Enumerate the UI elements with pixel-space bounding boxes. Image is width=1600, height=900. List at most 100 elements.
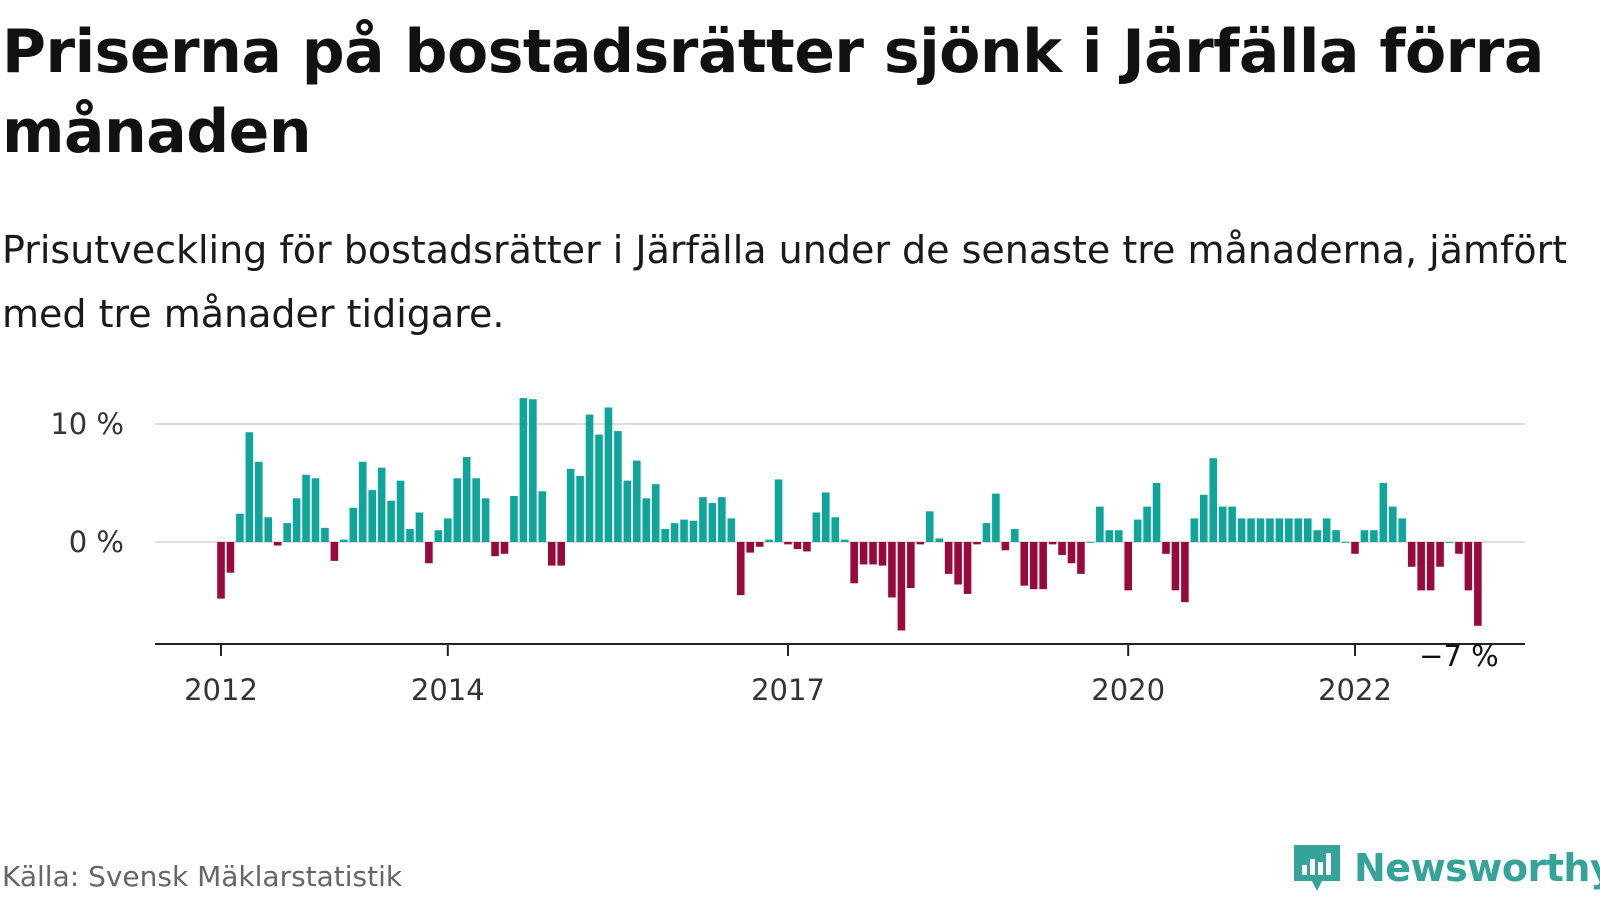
bar-2014-02 [453,478,462,542]
bar-2014-07 [500,542,509,554]
bar-2016-12 [774,479,783,542]
bar-2012-02 [226,542,235,573]
bar-2018-02 [907,542,915,589]
bar-2022-11 [1445,542,1454,543]
bar-2021-09 [1313,530,1321,542]
bar-2018-11 [992,493,1000,542]
bar-2017-02 [793,542,802,550]
bar-2018-05 [935,538,943,542]
bar-2016-05 [708,503,717,542]
bar-2021-08 [1303,518,1312,542]
bar-2020-12 [1228,506,1236,542]
bar-2017-08 [850,542,858,584]
bar-2014-04 [472,478,480,542]
bar-2020-08 [1190,518,1199,542]
bar-2013-03 [349,507,358,542]
bar-2013-02 [340,539,348,542]
bar-2022-04 [1379,483,1388,542]
bar-2013-09 [406,529,414,542]
bar-2015-10 [642,498,651,542]
bar-2013-04 [358,461,367,542]
bar-2013-08 [396,480,405,542]
bar-2019-06 [1058,542,1066,555]
bar-2018-06 [944,542,953,574]
bar-2013-12 [434,530,443,542]
bar-2015-06 [604,407,613,542]
bar-2013-11 [425,542,433,564]
bar-2019-02 [1020,542,1029,586]
bar-2021-02 [1247,518,1255,542]
bar-2012-10 [302,474,310,542]
bar-2019-10 [1096,506,1104,542]
bar-2017-09 [859,542,868,565]
bar-2016-06 [718,497,726,542]
bar-2019-09 [1086,542,1095,543]
bar-2014-12 [547,542,556,566]
bar-2014-11 [538,491,547,542]
bar-2017-04 [812,512,821,542]
bar-2013-07 [387,500,395,542]
bar-2014-10 [529,399,537,542]
bar-2020-01 [1124,542,1132,591]
bar-2014-09 [519,398,528,542]
bar-2016-02 [680,519,688,542]
bar-2019-05 [1048,542,1057,545]
bar-2012-01 [217,542,225,599]
bar-2012-07 [273,542,282,546]
bar-2021-01 [1237,518,1246,542]
bar-2021-11 [1332,530,1340,542]
bar-2021-04 [1266,518,1274,542]
brand-name: Newsworthy [1354,846,1600,890]
bar-2018-07 [954,542,962,585]
bar-2016-03 [689,520,698,542]
bar-2022-06 [1398,518,1407,542]
bar-2020-06 [1171,542,1180,591]
bar-2012-11 [311,478,320,542]
bar-2017-01 [784,542,792,545]
bar-2014-05 [481,498,490,542]
bar-2014-03 [462,457,471,542]
bar-2022-05 [1389,506,1397,542]
bar-2022-09 [1426,542,1435,591]
bar-2018-08 [963,542,972,594]
bar-2019-03 [1029,542,1038,590]
bar-2015-01 [557,542,565,566]
bar-2017-03 [803,542,811,552]
bar-2018-10 [982,523,991,542]
bar-2015-12 [661,529,669,542]
bar-2020-11 [1218,506,1227,542]
bar-2012-08 [283,523,291,542]
bar-2019-12 [1114,530,1123,542]
newsworthy-brand: Newsworthy [1290,838,1600,898]
source-note: Källa: Svensk Mäklarstatistik [2,860,403,893]
bar-2012-09 [292,498,301,542]
chart-subtitle: Prisutveckling för bostadsrätter i Järfä… [2,228,1568,336]
bar-2015-02 [566,468,575,542]
x-tick-label: 2012 [184,673,258,707]
bar-undefined [1464,542,1473,591]
bar-2013-10 [415,512,424,542]
bar-2021-07 [1294,518,1303,542]
bar-2020-07 [1181,542,1189,603]
bar-2022-12 [1455,542,1463,554]
bar-2018-03 [916,542,925,545]
bar-2013-01 [330,542,339,561]
bar-2021-03 [1256,518,1265,542]
bar-2019-07 [1067,542,1076,564]
bar-2017-06 [831,517,840,542]
bar-2017-05 [822,492,830,542]
bar-2014-08 [510,495,518,542]
last-value-label: −7 % [1419,639,1499,673]
bar-2021-12 [1341,542,1350,543]
bar-2018-04 [925,511,934,542]
bar-2017-10 [869,542,877,565]
bar-2018-12 [1001,542,1010,551]
bar-2016-07 [727,518,736,542]
x-tick-label: 2022 [1318,673,1392,707]
bar-2013-06 [377,467,386,542]
bar-2020-04 [1152,483,1161,542]
bar-2012-05 [255,461,263,542]
bar-2012-03 [236,513,244,542]
bar-2016-09 [746,542,754,553]
